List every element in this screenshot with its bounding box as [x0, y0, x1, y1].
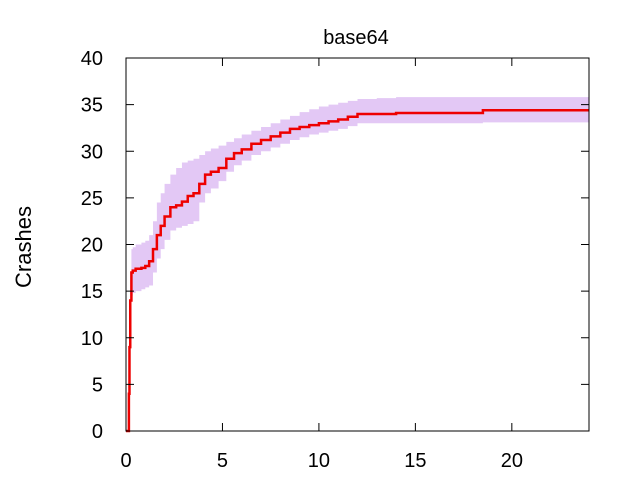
x-tick-label: 15: [404, 450, 426, 472]
y-tick-label: 25: [81, 188, 103, 210]
y-tick-label: 30: [81, 141, 103, 163]
chart-title: base64: [323, 27, 389, 49]
y-tick-label: 20: [81, 235, 103, 257]
y-axis-label: Crashes: [11, 206, 36, 288]
y-tick-label: 35: [81, 95, 103, 117]
y-tick-label: 0: [92, 421, 103, 443]
y-tick-label: 5: [92, 374, 103, 396]
x-tick-label: 5: [217, 450, 228, 472]
y-tick-label: 40: [81, 48, 103, 70]
y-tick-label: 10: [81, 328, 103, 350]
x-tick-label: 0: [120, 450, 131, 472]
y-tick-label: 15: [81, 281, 103, 303]
x-tick-label: 20: [501, 450, 523, 472]
series-line: [126, 108, 589, 433]
confidence-band: [126, 97, 589, 431]
plot-area: 0 5 10 15 20 25 30 35 40 0 5 10 15 20: [81, 48, 590, 472]
x-tick-label: 10: [308, 450, 330, 472]
